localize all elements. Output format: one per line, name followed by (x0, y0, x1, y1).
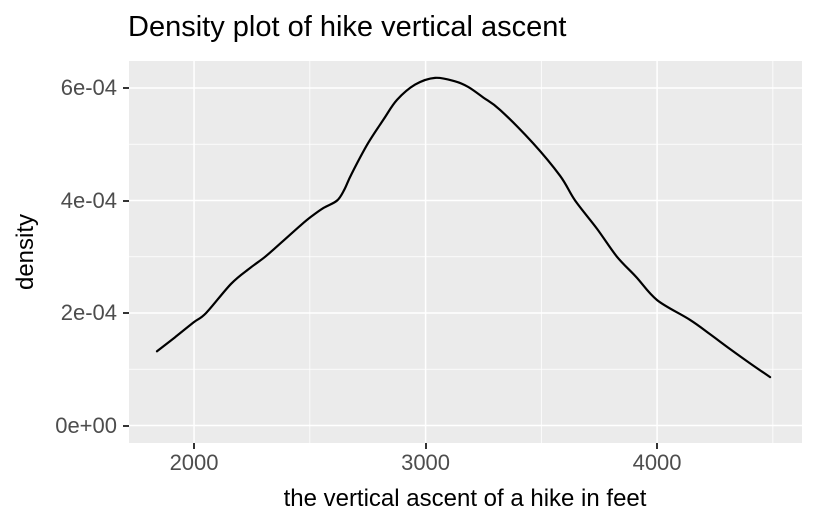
y-tick-label: 4e-04 (60, 187, 117, 213)
x-tick-mark (193, 443, 196, 449)
y-tick-label: 6e-04 (60, 75, 117, 100)
x-tick-label: 3000 (401, 450, 451, 475)
y-tick-label: 0e+00 (55, 412, 117, 438)
x-tick-mark (656, 443, 659, 449)
y-tick-mark (123, 87, 129, 89)
plot-panel (129, 61, 802, 443)
y-tick-mark (123, 424, 129, 427)
x-axis-title: the vertical ascent of a hike in feet (283, 485, 647, 512)
x-tick-label: 4000 (632, 450, 682, 475)
density-curve (155, 76, 772, 379)
x-tick-label: 2000 (169, 450, 219, 475)
y-tick-mark (123, 312, 129, 314)
y-tick-mark (123, 199, 129, 202)
x-tick-mark (424, 443, 427, 449)
y-axis-title: density (12, 213, 39, 291)
density-curve-chart (129, 61, 802, 443)
plot-title: Density plot of hike vertical ascent (128, 11, 567, 43)
y-tick-label: 2e-04 (60, 300, 117, 325)
